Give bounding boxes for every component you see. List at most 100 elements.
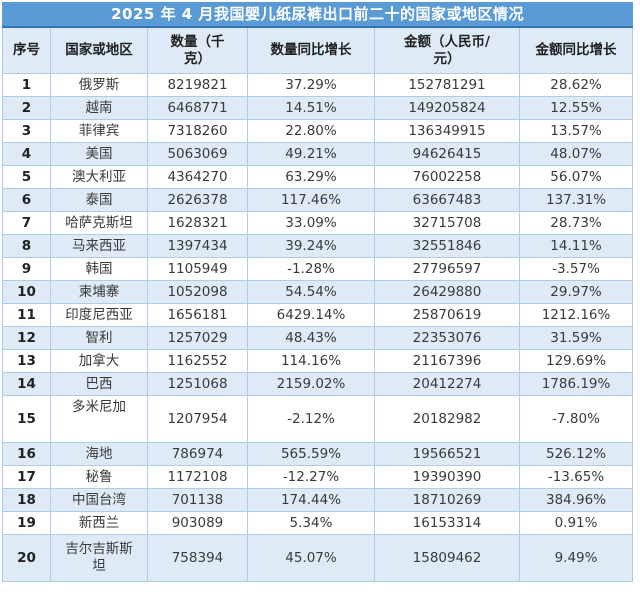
cell-amount-rmb: 149205824 bbox=[374, 96, 520, 120]
cell-quantity-yoy-growth: 14.51% bbox=[247, 96, 375, 120]
cell-quantity-kg: 786974 bbox=[147, 442, 248, 466]
cell-quantity-yoy-growth: 45.07% bbox=[247, 534, 375, 582]
cell-amount-rmb: 63667483 bbox=[374, 188, 520, 212]
cell-country: 巴西 bbox=[50, 372, 148, 396]
cell-rank: 14 bbox=[2, 372, 51, 396]
col-header-country: 国家或地区 bbox=[50, 26, 148, 74]
table-row: 7 哈萨克斯坦 1628321 33.09% 32715708 28.73% bbox=[2, 211, 634, 235]
cell-rank: 12 bbox=[2, 326, 51, 350]
cell-amount-rmb: 152781291 bbox=[374, 73, 520, 97]
cell-country: 美国 bbox=[50, 142, 148, 166]
cell-rank: 5 bbox=[2, 165, 51, 189]
cell-country: 澳大利亚 bbox=[50, 165, 148, 189]
cell-quantity-kg: 1251068 bbox=[147, 372, 248, 396]
cell-amount-rmb: 20182982 bbox=[374, 395, 520, 443]
cell-amount-yoy-growth: -13.65% bbox=[518, 465, 634, 489]
cell-amount-yoy-growth: 56.07% bbox=[518, 165, 634, 189]
cell-quantity-yoy-growth: 39.24% bbox=[247, 234, 375, 258]
cell-amount-rmb: 20412274 bbox=[374, 372, 520, 396]
cell-quantity-yoy-growth: 565.59% bbox=[247, 442, 375, 466]
cell-amount-yoy-growth: 0.91% bbox=[518, 511, 634, 535]
cell-quantity-yoy-growth: 114.16% bbox=[247, 349, 375, 373]
cell-amount-rmb: 94626415 bbox=[374, 142, 520, 166]
cell-amount-rmb: 136349915 bbox=[374, 119, 520, 143]
cell-amount-rmb: 27796597 bbox=[374, 257, 520, 281]
table-title-row: 2025 年 4 月我国婴儿纸尿裤出口前二十的国家或地区情况 bbox=[1, 2, 634, 28]
cell-amount-rmb: 16153314 bbox=[374, 511, 520, 535]
cell-quantity-kg: 1105949 bbox=[147, 257, 248, 281]
cell-country: 越南 bbox=[50, 96, 148, 120]
cell-quantity-yoy-growth: 63.29% bbox=[247, 165, 375, 189]
table-row: 17 秘鲁 1172108 -12.27% 19390390 -13.65% bbox=[2, 465, 634, 489]
cell-rank: 20 bbox=[2, 534, 51, 582]
cell-amount-yoy-growth: 14.11% bbox=[518, 234, 634, 258]
cell-country: 海地 bbox=[50, 442, 148, 466]
table-row: 10 柬埔寨 1052098 54.54% 26429880 29.97% bbox=[2, 280, 634, 304]
cell-rank: 9 bbox=[2, 257, 51, 281]
cell-quantity-yoy-growth: 33.09% bbox=[247, 211, 375, 235]
cell-quantity-kg: 1397434 bbox=[147, 234, 248, 258]
cell-amount-yoy-growth: -3.57% bbox=[518, 257, 634, 281]
cell-amount-yoy-growth: 31.59% bbox=[518, 326, 634, 350]
cell-rank: 15 bbox=[2, 395, 51, 443]
cell-rank: 3 bbox=[2, 119, 51, 143]
cell-rank: 11 bbox=[2, 303, 51, 327]
cell-amount-yoy-growth: -7.80% bbox=[518, 395, 634, 443]
col-header-amount-rmb: 金额（人民币/元） bbox=[374, 26, 520, 74]
cell-rank: 7 bbox=[2, 211, 51, 235]
table-row: 11 印度尼西亚 1656181 6429.14% 25870619 1212.16% bbox=[2, 303, 634, 327]
cell-rank: 16 bbox=[2, 442, 51, 466]
cell-amount-yoy-growth: 526.12% bbox=[518, 442, 634, 466]
cell-amount-yoy-growth: 28.73% bbox=[518, 211, 634, 235]
table-row: 12 智利 1257029 48.43% 22353076 31.59% bbox=[2, 326, 634, 350]
cell-country: 俄罗斯 bbox=[50, 73, 148, 97]
cell-rank: 17 bbox=[2, 465, 51, 489]
cell-quantity-yoy-growth: 48.43% bbox=[247, 326, 375, 350]
table-header-row: 序号 国家或地区 数量（千克） 数量同比增长 金额（人民币/元） 金额同比增长 bbox=[2, 26, 634, 74]
article-table-image: 2025 年 4 月我国婴儿纸尿裤出口前二十的国家或地区情况 序号 国家或地区 … bbox=[1, 2, 634, 582]
cell-amount-yoy-growth: 9.49% bbox=[518, 534, 634, 582]
cell-amount-rmb: 32715708 bbox=[374, 211, 520, 235]
cell-quantity-yoy-growth: -1.28% bbox=[247, 257, 375, 281]
col-header-amount-yoy-growth: 金额同比增长 bbox=[518, 26, 634, 74]
cell-quantity-yoy-growth: 2159.02% bbox=[247, 372, 375, 396]
cell-quantity-kg: 701138 bbox=[147, 488, 248, 512]
cell-rank: 10 bbox=[2, 280, 51, 304]
col-header-quantity-yoy-growth: 数量同比增长 bbox=[247, 26, 375, 74]
cell-quantity-kg: 1172108 bbox=[147, 465, 248, 489]
cell-quantity-kg: 1052098 bbox=[147, 280, 248, 304]
cell-amount-rmb: 19566521 bbox=[374, 442, 520, 466]
cell-quantity-yoy-growth: 6429.14% bbox=[247, 303, 375, 327]
cell-quantity-kg: 8219821 bbox=[147, 73, 248, 97]
table-row: 1 俄罗斯 8219821 37.29% 152781291 28.62% bbox=[2, 73, 634, 97]
cell-amount-rmb: 32551846 bbox=[374, 234, 520, 258]
cell-quantity-kg: 4364270 bbox=[147, 165, 248, 189]
cell-amount-rmb: 19390390 bbox=[374, 465, 520, 489]
cell-country: 吉尔吉斯斯坦 bbox=[50, 534, 148, 582]
cell-rank: 19 bbox=[2, 511, 51, 535]
cell-quantity-yoy-growth: 37.29% bbox=[247, 73, 375, 97]
cell-quantity-yoy-growth: -2.12% bbox=[247, 395, 375, 443]
cell-rank: 13 bbox=[2, 349, 51, 373]
cell-quantity-yoy-growth: 49.21% bbox=[247, 142, 375, 166]
cell-amount-rmb: 15809462 bbox=[374, 534, 520, 582]
cell-amount-yoy-growth: 1212.16% bbox=[518, 303, 634, 327]
cell-country: 哈萨克斯坦 bbox=[50, 211, 148, 235]
cell-amount-rmb: 76002258 bbox=[374, 165, 520, 189]
cell-quantity-kg: 758394 bbox=[147, 534, 248, 582]
cell-amount-yoy-growth: 48.07% bbox=[518, 142, 634, 166]
table-row: 20 吉尔吉斯斯坦 758394 45.07% 15809462 9.49% bbox=[2, 534, 634, 582]
table-row: 15 多米尼加 1207954 -2.12% 20182982 -7.80% bbox=[2, 395, 634, 443]
cell-rank: 1 bbox=[2, 73, 51, 97]
cell-quantity-yoy-growth: 5.34% bbox=[247, 511, 375, 535]
cell-amount-rmb: 25870619 bbox=[374, 303, 520, 327]
cell-country: 加拿大 bbox=[50, 349, 148, 373]
table-row: 5 澳大利亚 4364270 63.29% 76002258 56.07% bbox=[2, 165, 634, 189]
cell-rank: 2 bbox=[2, 96, 51, 120]
cell-country: 泰国 bbox=[50, 188, 148, 212]
cell-quantity-yoy-growth: 54.54% bbox=[247, 280, 375, 304]
table-row: 18 中国台湾 701138 174.44% 18710269 384.96% bbox=[2, 488, 634, 512]
cell-quantity-kg: 1207954 bbox=[147, 395, 248, 443]
cell-amount-yoy-growth: 28.62% bbox=[518, 73, 634, 97]
cell-amount-rmb: 22353076 bbox=[374, 326, 520, 350]
